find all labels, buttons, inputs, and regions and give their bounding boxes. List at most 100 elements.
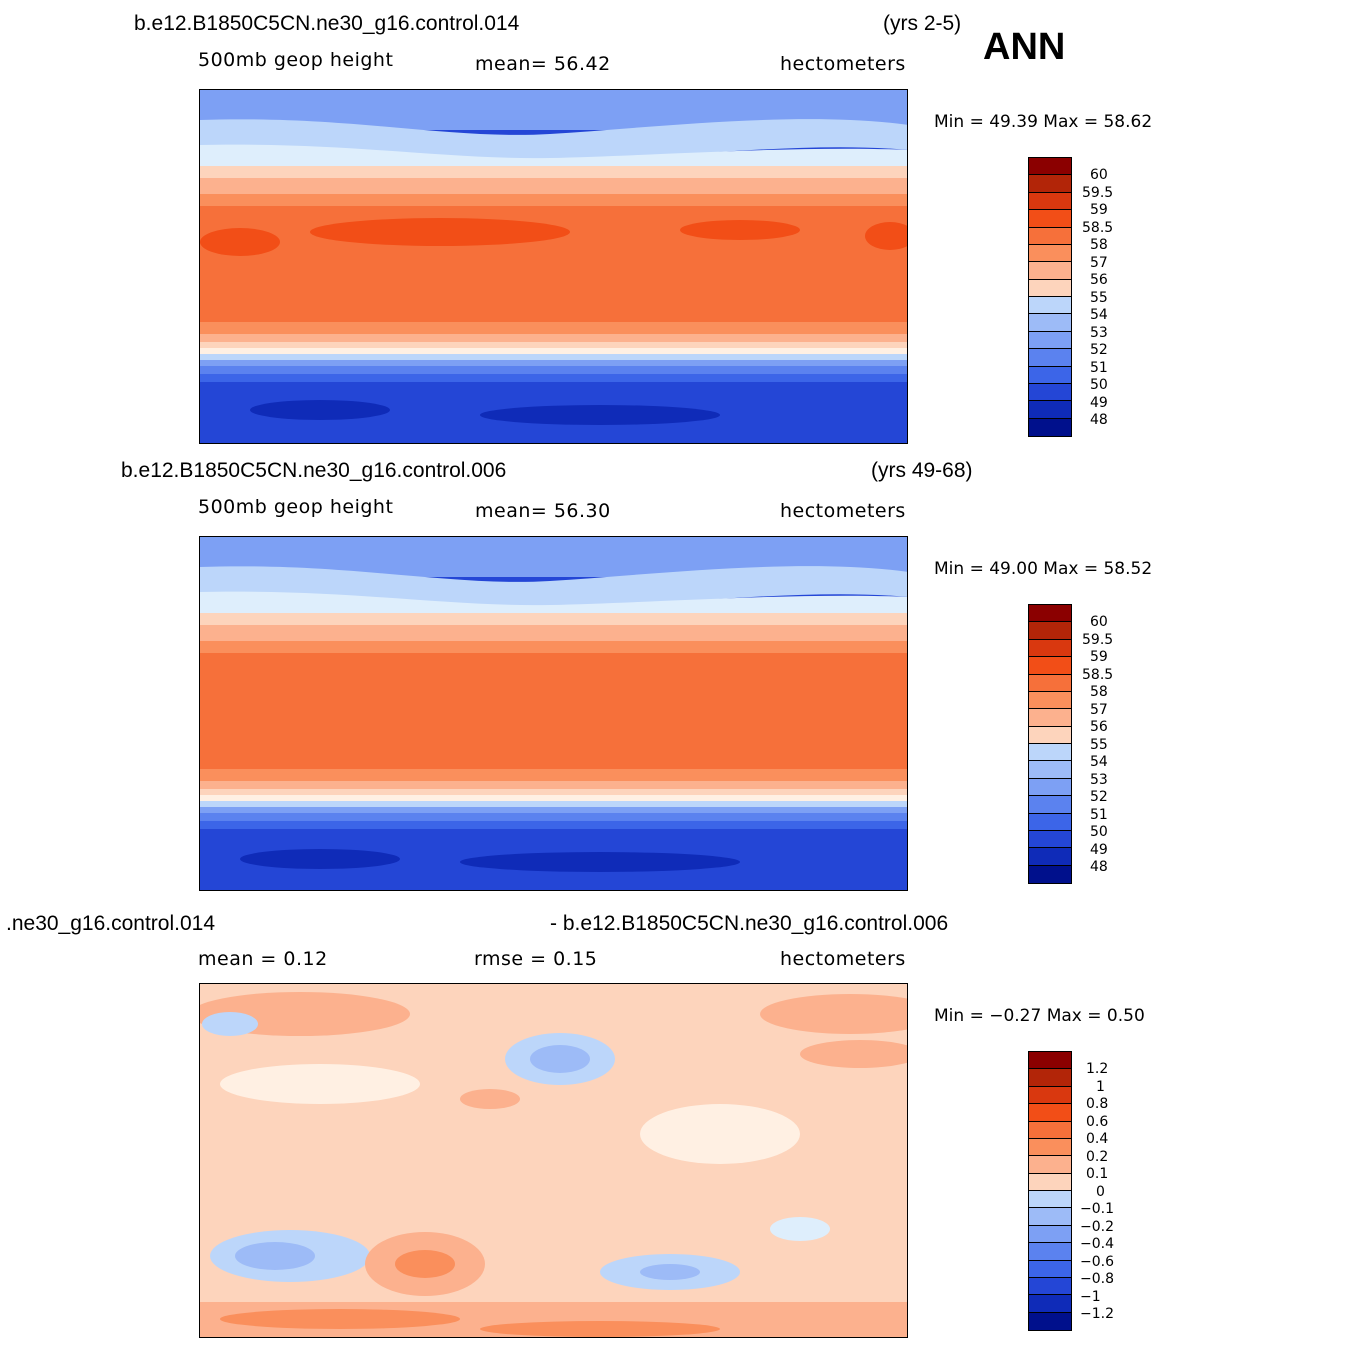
panel1-cbar-label: 57 (1090, 255, 1108, 271)
panel1-units: hectometers (780, 53, 906, 75)
colorbar-swatch (1029, 674, 1071, 692)
colorbar-swatch (1029, 1069, 1071, 1087)
panel1-cbar-label: 56 (1090, 272, 1108, 288)
panel3-cbar-label: −0.2 (1080, 1219, 1114, 1235)
panel1-cbar-label: 58.5 (1082, 220, 1114, 236)
colorbar-swatch (1029, 761, 1071, 779)
panel1-cbar-label: 60 (1090, 167, 1108, 183)
panel3-cbar-label: −0.1 (1080, 1201, 1114, 1217)
colorbar-swatch (1029, 1052, 1071, 1070)
panel2-cbar-label: 51 (1090, 807, 1108, 823)
panel3-case-left: .ne30_g16.control.014 (6, 912, 216, 935)
colorbar-swatch (1029, 639, 1071, 658)
panel3-cbar-label: 0.1 (1086, 1166, 1109, 1182)
panel2-cbar-label: 55 (1090, 737, 1108, 753)
panel1-colorbar (1028, 157, 1072, 437)
panel3-cbar-label: 1 (1096, 1079, 1105, 1095)
panel3-cbar-label: −1 (1080, 1289, 1101, 1305)
colorbar-swatch (1029, 1208, 1071, 1226)
panel1-cbar-label: 54 (1090, 307, 1108, 323)
panel1-cbar-label: 48 (1090, 412, 1108, 428)
colorbar-swatch (1029, 262, 1071, 280)
panel1-minmax: Min = 49.39 Max = 58.62 (934, 112, 1153, 132)
panel2-cbar-label: 60 (1090, 614, 1108, 630)
panel3-cbar-label: 0.6 (1086, 1114, 1109, 1130)
panel1-cbar-label: 50 (1090, 377, 1108, 393)
panel3-cbar-label: −0.8 (1080, 1271, 1114, 1287)
colorbar-swatch (1029, 244, 1071, 263)
colorbar-swatch (1029, 349, 1071, 367)
colorbar-swatch (1029, 830, 1071, 849)
colorbar-swatch (1029, 1295, 1071, 1313)
season-label: ANN (983, 26, 1066, 68)
colorbar-swatch (1029, 331, 1071, 350)
panel2-cbar-label: 58 (1090, 684, 1108, 700)
panel2-cbar-label: 59 (1090, 649, 1108, 665)
panel2-years: (yrs 49-68) (871, 459, 973, 482)
panel1-mean: mean= 56.42 (475, 53, 611, 75)
panel2-cbar-label: 48 (1090, 859, 1108, 875)
panel2-cbar-label: 50 (1090, 824, 1108, 840)
colorbar-swatch (1029, 709, 1071, 727)
panel1-cbar-label: 55 (1090, 290, 1108, 306)
colorbar-swatch (1029, 175, 1071, 193)
panel1-cbar-label: 59 (1090, 202, 1108, 218)
colorbar-swatch (1029, 1121, 1071, 1139)
panel2-cbar-label: 59.5 (1082, 632, 1114, 648)
panel3-cbar-label: 0 (1096, 1184, 1105, 1200)
colorbar-swatch (1029, 418, 1071, 436)
panel1-cbar-label: 49 (1090, 395, 1108, 411)
panel1-years: (yrs 2-5) (883, 12, 962, 35)
colorbar-swatch (1029, 1260, 1071, 1278)
panel2-cbar-label: 52 (1090, 789, 1108, 805)
panel3-cbar-label: −0.6 (1080, 1254, 1114, 1270)
colorbar-swatch (1029, 744, 1071, 762)
colorbar-swatch (1029, 297, 1071, 315)
panel3-cbar-label: −1.2 (1080, 1306, 1114, 1322)
colorbar-swatch (1029, 227, 1071, 245)
colorbar-swatch (1029, 366, 1071, 384)
panel2-cbar-label: 56 (1090, 719, 1108, 735)
panel3-cbar-label: −0.4 (1080, 1236, 1114, 1252)
panel3-units: hectometers (780, 948, 906, 970)
panel2-variable: 500mb geop height (198, 496, 394, 518)
colorbar-swatch (1029, 1104, 1071, 1122)
colorbar-swatch (1029, 778, 1071, 797)
colorbar-swatch (1029, 1086, 1071, 1105)
colorbar-swatch (1029, 726, 1071, 744)
panel3-colorbar (1028, 1051, 1072, 1331)
panel1-case-title: b.e12.B1850C5CN.ne30_g16.control.014 (134, 12, 520, 35)
colorbar-swatch (1029, 1173, 1071, 1191)
colorbar-swatch (1029, 1156, 1071, 1174)
colorbar-swatch (1029, 158, 1071, 176)
panel3-minmax: Min = −0.27 Max = 0.50 (934, 1006, 1145, 1026)
panel2-case-title: b.e12.B1850C5CN.ne30_g16.control.006 (121, 459, 507, 482)
panel2-cbar-label: 54 (1090, 754, 1108, 770)
panel2-minmax: Min = 49.00 Max = 58.52 (934, 559, 1153, 579)
panel3-rmse: rmse = 0.15 (474, 948, 598, 970)
colorbar-swatch (1029, 279, 1071, 297)
colorbar-swatch (1029, 622, 1071, 640)
colorbar-swatch (1029, 314, 1071, 332)
panel3-cbar-label: 0.2 (1086, 1149, 1109, 1165)
panel2-map (199, 536, 908, 891)
colorbar-swatch (1029, 192, 1071, 211)
colorbar-swatch (1029, 865, 1071, 883)
panel3-cbar-label: 0.4 (1086, 1131, 1109, 1147)
panel3-map (199, 983, 908, 1338)
colorbar-swatch (1029, 1191, 1071, 1209)
colorbar-swatch (1029, 1243, 1071, 1261)
colorbar-swatch (1029, 1312, 1071, 1330)
panel1-cbar-label: 58 (1090, 237, 1108, 253)
panel3-case-right: - b.e12.B1850C5CN.ne30_g16.control.006 (550, 912, 949, 935)
panel2-cbar-label: 57 (1090, 702, 1108, 718)
colorbar-swatch (1029, 691, 1071, 710)
panel2-cbar-label: 53 (1090, 772, 1108, 788)
panel2-cbar-label: 58.5 (1082, 667, 1114, 683)
colorbar-swatch (1029, 210, 1071, 228)
panel2-cbar-label: 49 (1090, 842, 1108, 858)
panel2-mean: mean= 56.30 (475, 500, 611, 522)
panel1-cbar-label: 59.5 (1082, 185, 1114, 201)
colorbar-swatch (1029, 1277, 1071, 1296)
panel2-units: hectometers (780, 500, 906, 522)
